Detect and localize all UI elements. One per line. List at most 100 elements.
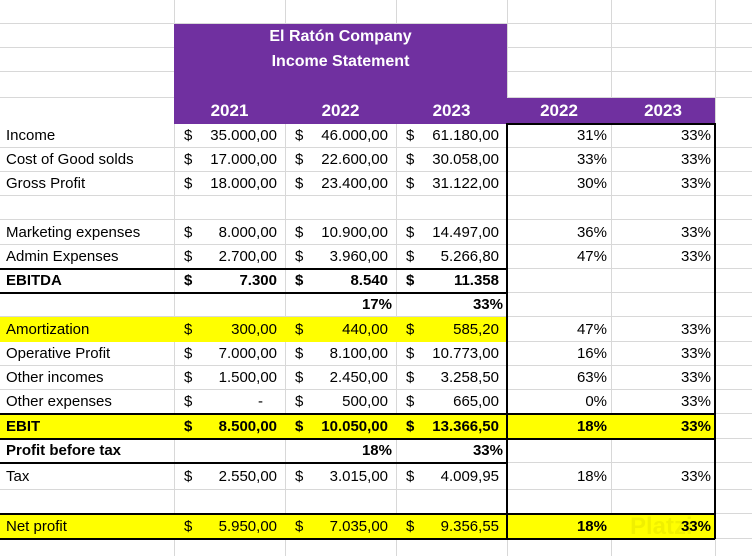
currency-cell[interactable]: $3.015,00 bbox=[285, 463, 396, 490]
percent-change-cell[interactable]: 33% bbox=[680, 175, 711, 192]
currency-cell[interactable]: $30.058,00 bbox=[396, 148, 507, 172]
currency-cell[interactable]: $2.450,00 bbox=[285, 366, 396, 390]
amount: 3.015,00 bbox=[329, 468, 388, 485]
currency-cell[interactable]: $5.266,80 bbox=[396, 245, 507, 269]
currency-cell[interactable]: $31.122,00 bbox=[396, 172, 507, 196]
percent-change-cell[interactable]: 31% bbox=[576, 127, 607, 144]
percent-change-cell[interactable]: 33% bbox=[680, 369, 711, 386]
currency-cell[interactable]: $7.035,00 bbox=[285, 514, 396, 539]
percent-cell[interactable]: 17% bbox=[361, 296, 392, 313]
row-label[interactable]: Net profit bbox=[6, 518, 67, 535]
percent-change-cell[interactable]: 18% bbox=[576, 418, 607, 435]
currency-cell[interactable]: $10.773,00 bbox=[396, 342, 507, 366]
percent-change-cell[interactable]: 63% bbox=[576, 369, 607, 386]
percent-change-cell[interactable]: 30% bbox=[576, 175, 607, 192]
gridline bbox=[285, 0, 286, 556]
percent-cell[interactable]: 33% bbox=[472, 442, 503, 459]
currency-cell[interactable]: $3.960,00 bbox=[285, 245, 396, 269]
row-label[interactable]: Income bbox=[6, 127, 56, 144]
row-label[interactable]: Admin Expenses bbox=[6, 248, 119, 265]
percent-change-cell[interactable]: 33% bbox=[680, 248, 711, 265]
currency-cell[interactable]: $18.000,00 bbox=[174, 172, 285, 196]
row-label[interactable]: Gross Profit bbox=[6, 175, 86, 192]
row-label[interactable]: Cost of Good solds bbox=[6, 151, 134, 168]
currency-cell[interactable]: $2.550,00 bbox=[174, 463, 285, 490]
row-label[interactable]: Amortization bbox=[6, 321, 90, 338]
currency-cell[interactable]: $7.300 bbox=[174, 269, 285, 293]
currency-cell[interactable]: $17.000,00 bbox=[174, 148, 285, 172]
row-label[interactable]: Other incomes bbox=[6, 369, 104, 386]
row-label[interactable]: Operative Profit bbox=[6, 345, 111, 362]
amount: 585,20 bbox=[453, 321, 499, 338]
currency-symbol: $ bbox=[184, 468, 193, 485]
percent-change-cell[interactable]: 33% bbox=[680, 224, 711, 241]
currency-cell[interactable]: $300,00 bbox=[174, 317, 285, 342]
currency-symbol: $ bbox=[406, 418, 415, 435]
row-label[interactable]: EBITDA bbox=[6, 272, 62, 289]
currency-cell[interactable]: $46.000,00 bbox=[285, 124, 396, 148]
currency-cell[interactable]: $10.050,00 bbox=[285, 414, 396, 439]
percent-change-cell[interactable]: 16% bbox=[576, 345, 607, 362]
currency-cell[interactable]: $8.540 bbox=[285, 269, 396, 293]
currency-cell[interactable]: $585,20 bbox=[396, 317, 507, 342]
currency-symbol: $ bbox=[295, 418, 304, 435]
currency-cell[interactable]: $23.400,00 bbox=[285, 172, 396, 196]
row-label[interactable]: Other expenses bbox=[6, 393, 112, 410]
currency-cell[interactable]: $10.900,00 bbox=[285, 220, 396, 245]
percent-change-cell[interactable]: 18% bbox=[576, 468, 607, 485]
percent-cell[interactable]: 18% bbox=[361, 442, 392, 459]
currency-cell[interactable]: $ - bbox=[174, 390, 285, 414]
currency-cell[interactable]: $665,00 bbox=[396, 390, 507, 414]
currency-cell[interactable]: $3.258,50 bbox=[396, 366, 507, 390]
row-label[interactable]: EBIT bbox=[6, 418, 41, 435]
percent-change-cell[interactable]: 36% bbox=[576, 224, 607, 241]
percent-change-cell[interactable]: 33% bbox=[680, 518, 711, 535]
currency-symbol: $ bbox=[295, 248, 304, 265]
currency-symbol: $ bbox=[184, 418, 193, 435]
border bbox=[0, 413, 715, 415]
currency-cell[interactable]: $8.500,00 bbox=[174, 414, 285, 439]
currency-symbol: $ bbox=[406, 175, 415, 192]
currency-cell[interactable]: $4.009,95 bbox=[396, 463, 507, 490]
row-label[interactable]: Tax bbox=[6, 468, 30, 485]
percent-change-cell[interactable]: 33% bbox=[680, 151, 711, 168]
row-label[interactable]: Profit before tax bbox=[6, 442, 122, 459]
currency-cell[interactable]: $7.000,00 bbox=[174, 342, 285, 366]
currency-cell[interactable]: $9.356,55 bbox=[396, 514, 507, 539]
border bbox=[0, 268, 507, 270]
currency-symbol: $ bbox=[295, 127, 304, 144]
currency-cell[interactable]: $8.100,00 bbox=[285, 342, 396, 366]
currency-cell[interactable]: $1.500,00 bbox=[174, 366, 285, 390]
table-row bbox=[0, 196, 752, 220]
border bbox=[506, 123, 508, 539]
currency-cell[interactable]: $500,00 bbox=[285, 390, 396, 414]
currency-cell[interactable]: $35.000,00 bbox=[174, 124, 285, 148]
currency-cell[interactable]: $8.000,00 bbox=[174, 220, 285, 245]
row-label[interactable]: Marketing expenses bbox=[6, 224, 141, 241]
platzi-watermark: Platzi bbox=[630, 513, 693, 540]
amount: 13.366,50 bbox=[432, 418, 499, 435]
year-header-2022: 2022 bbox=[321, 101, 360, 120]
table-row: 17% 33% bbox=[0, 293, 752, 317]
percent-change-cell[interactable]: 33% bbox=[680, 468, 711, 485]
percent-change-cell[interactable]: 47% bbox=[576, 321, 607, 338]
percent-change-cell[interactable]: 33% bbox=[576, 151, 607, 168]
percent-change-cell[interactable]: 33% bbox=[680, 127, 711, 144]
percent-change-cell[interactable]: 33% bbox=[680, 418, 711, 435]
percent-cell[interactable]: 33% bbox=[472, 296, 503, 313]
currency-cell[interactable]: $440,00 bbox=[285, 317, 396, 342]
currency-cell[interactable]: $22.600,00 bbox=[285, 148, 396, 172]
currency-cell[interactable]: $11.358 bbox=[396, 269, 507, 293]
currency-cell[interactable]: $13.366,50 bbox=[396, 414, 507, 439]
currency-cell[interactable]: $2.700,00 bbox=[174, 245, 285, 269]
currency-cell[interactable]: $14.497,00 bbox=[396, 220, 507, 245]
percent-change-cell[interactable]: 33% bbox=[680, 393, 711, 410]
percent-change-cell[interactable]: 47% bbox=[576, 248, 607, 265]
currency-cell[interactable]: $61.180,00 bbox=[396, 124, 507, 148]
percent-change-cell[interactable]: 33% bbox=[680, 345, 711, 362]
currency-symbol: $ bbox=[406, 248, 415, 265]
currency-cell[interactable]: $5.950,00 bbox=[174, 514, 285, 539]
percent-change-cell[interactable]: 33% bbox=[680, 321, 711, 338]
percent-change-cell[interactable]: 0% bbox=[585, 393, 607, 410]
percent-change-cell[interactable]: 18% bbox=[576, 518, 607, 535]
